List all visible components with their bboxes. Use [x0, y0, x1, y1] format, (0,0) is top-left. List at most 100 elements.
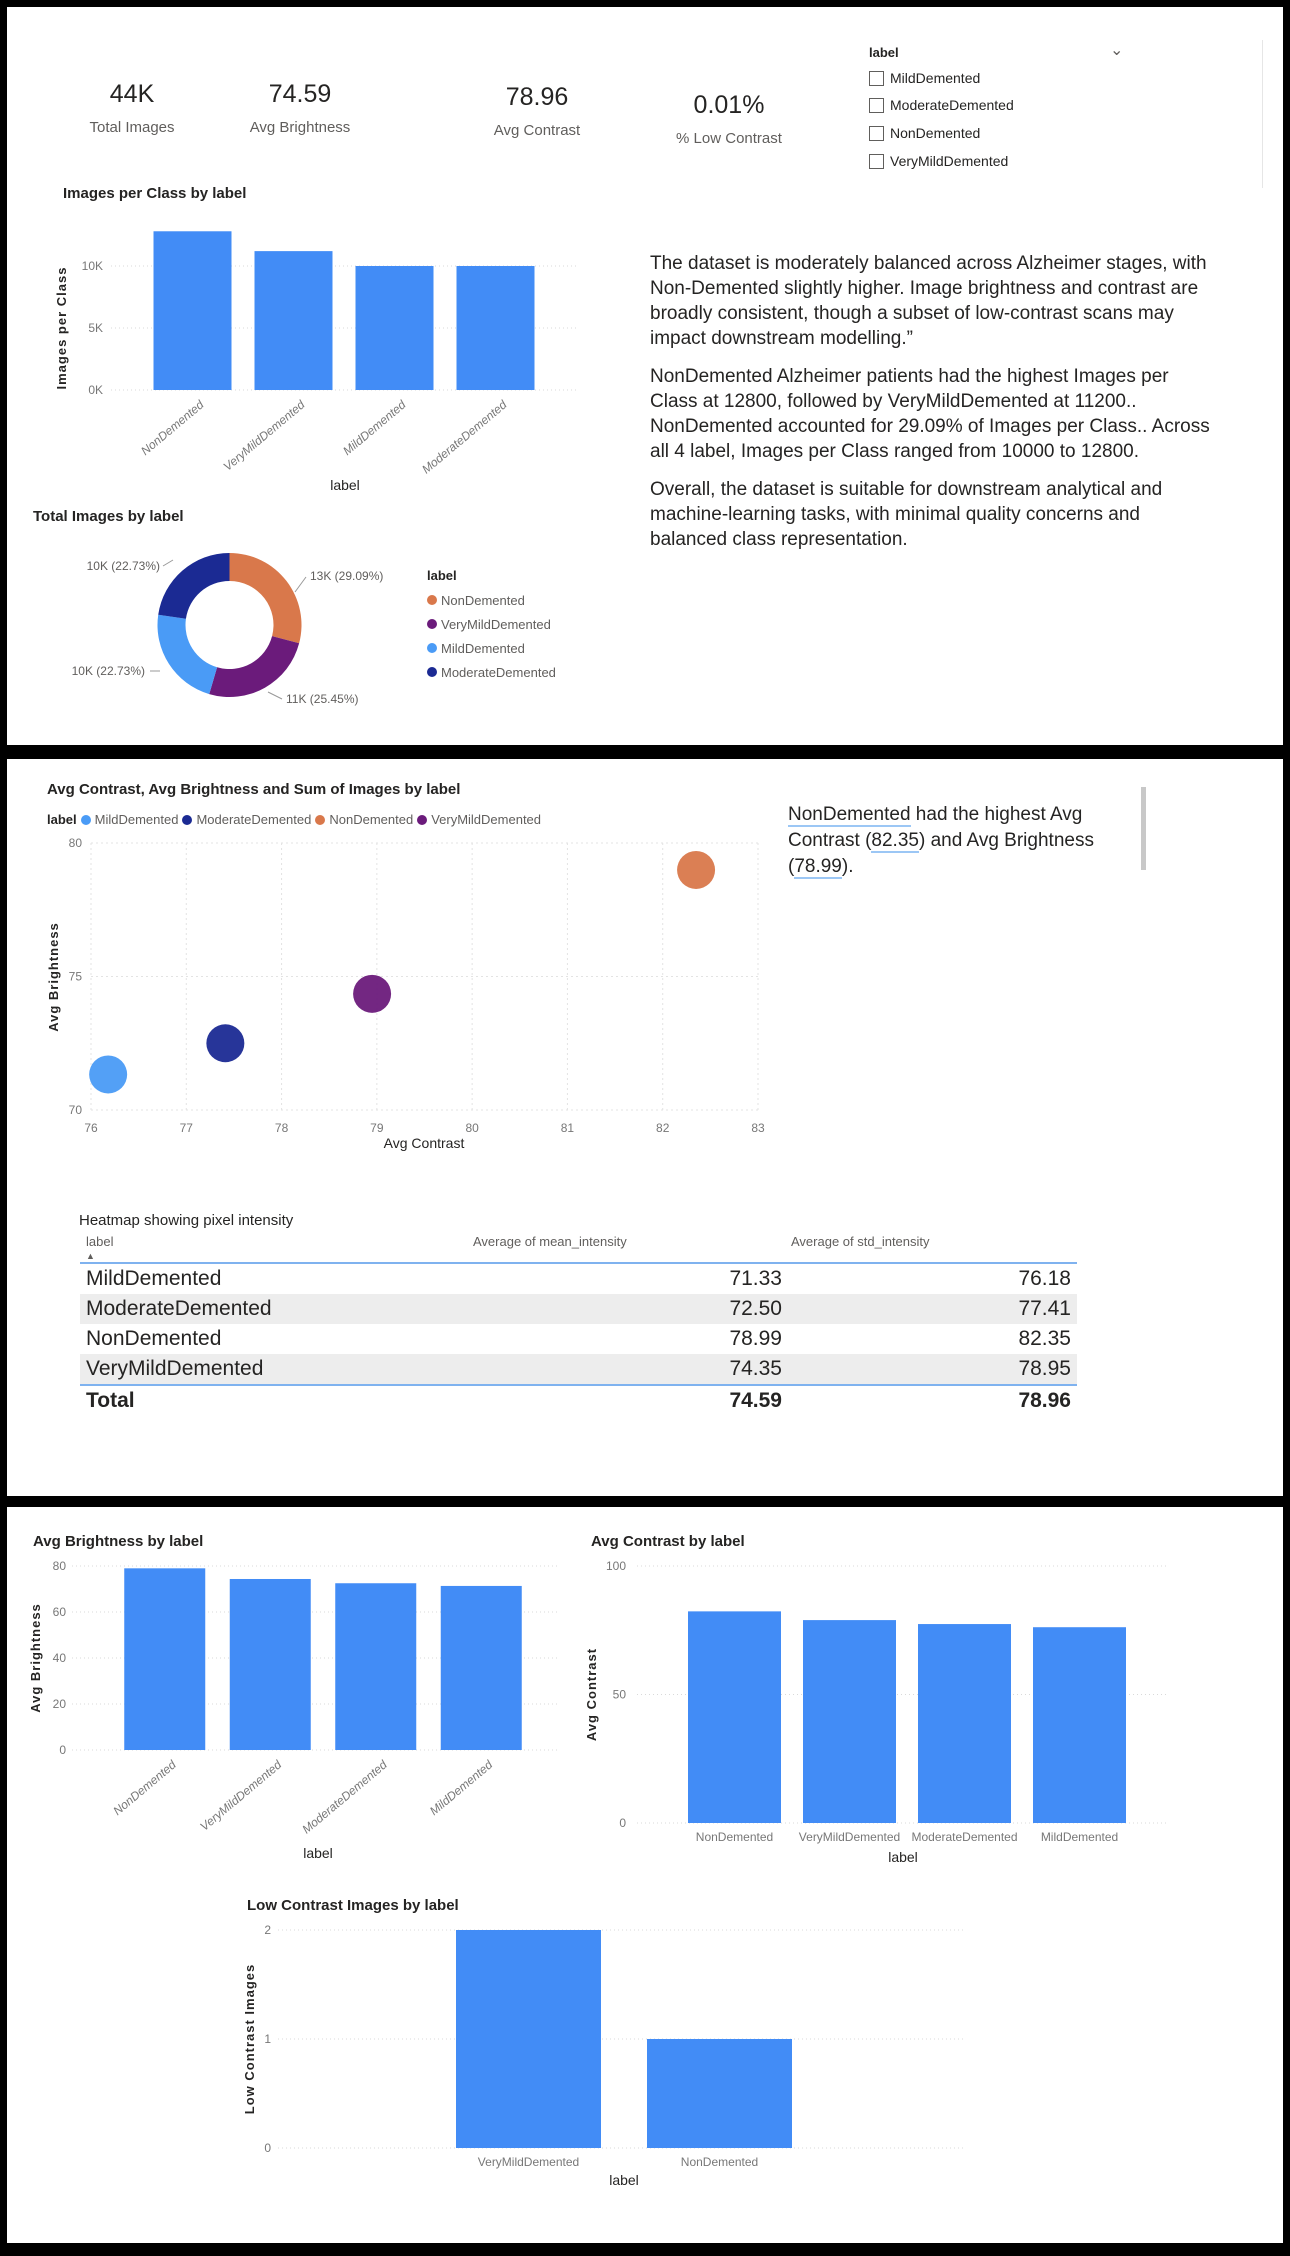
table-total-row: Total 74.59 78.96 — [80, 1384, 1077, 1416]
x-tick-label: MildDemented — [340, 397, 409, 458]
legend-item[interactable]: MildDemented — [427, 636, 556, 660]
legend-label: VeryMildDemented — [441, 616, 551, 632]
column-header-mean[interactable]: Average of mean_intensity — [473, 1234, 627, 1249]
checkbox[interactable] — [869, 97, 884, 113]
legend-dot — [427, 619, 437, 629]
narrative-paragraph: NonDemented Alzheimer patients had the h… — [650, 366, 1210, 462]
narrative-text: had the highest Avg Contrast ( — [788, 804, 1083, 851]
leader-line — [294, 576, 307, 593]
y-tick-label: 40 — [53, 1651, 67, 1665]
legend-item[interactable]: NonDemented — [315, 812, 413, 827]
y-tick-label: 80 — [69, 836, 83, 850]
table-cell: 76.18 — [1018, 1267, 1071, 1290]
legend-dot — [427, 595, 437, 605]
legend-dot — [315, 814, 326, 825]
total-label: Total — [86, 1389, 135, 1412]
table-row: ModerateDemented 72.50 77.41 — [80, 1294, 1077, 1324]
x-tick-label: ModerateDemented — [911, 1830, 1017, 1844]
y-tick-label: 100 — [606, 1559, 626, 1573]
chart-title: Avg Contrast, Avg Brightness and Sum of … — [47, 781, 461, 798]
checkbox[interactable] — [869, 125, 884, 141]
legend-label: NonDemented — [441, 592, 525, 608]
table-cell: 78.95 — [1018, 1357, 1071, 1380]
x-tick-label: ModerateDemented — [299, 1757, 389, 1836]
legend-item[interactable]: MildDemented — [80, 812, 178, 827]
bar-milddemented — [1033, 1627, 1126, 1823]
table-row: VeryMildDemented 74.35 78.95 — [80, 1354, 1077, 1384]
table-row: MildDemented 71.33 76.18 — [80, 1264, 1077, 1294]
legend-dot — [182, 814, 193, 825]
legend-dot — [80, 814, 91, 825]
leader-line — [267, 691, 283, 700]
highlight-term[interactable]: NonDemented — [788, 804, 911, 827]
y-axis-title: Low Contrast Images — [242, 1964, 257, 2114]
table-cell: 74.35 — [729, 1357, 782, 1380]
pixel-intensity-table: label Average of mean_intensity Average … — [80, 1234, 1077, 1416]
checkbox[interactable] — [869, 70, 884, 86]
slicer-item-milddemented[interactable]: MildDemented — [869, 70, 980, 86]
sort-ascending-icon[interactable]: ▲ — [86, 1251, 95, 1261]
checkbox[interactable] — [869, 153, 884, 169]
data-label: 10K (22.73%) — [87, 559, 160, 573]
bar-moderatedemented — [918, 1624, 1011, 1823]
narrative-summary: The dataset is moderately balanced acros… — [650, 251, 1210, 565]
data-label: 10K (22.73%) — [72, 664, 145, 678]
legend-label: MildDemented — [441, 640, 525, 656]
bar-milddemented — [440, 1585, 522, 1750]
chart-title: Low Contrast Images by label — [247, 1897, 459, 1914]
label-slicer: label ⌄ MildDemented ModerateDemented No… — [862, 40, 1263, 188]
bar-moderatedemented — [456, 266, 535, 390]
total-mean: 74.59 — [729, 1389, 782, 1412]
bar-nondemented — [153, 231, 232, 390]
highlight-value[interactable]: 82.35 — [871, 830, 919, 853]
y-tick-label: 70 — [69, 1103, 83, 1117]
slicer-item-label: ModerateDemented — [890, 97, 1014, 113]
slicer-item-moderatedemented[interactable]: ModerateDemented — [869, 97, 1014, 113]
y-tick-label: 80 — [53, 1559, 67, 1573]
chevron-down-icon[interactable]: ⌄ — [1110, 42, 1124, 59]
slicer-item-label: VeryMildDemented — [890, 153, 1009, 169]
bar-moderatedemented — [335, 1583, 417, 1750]
y-tick-label: 50 — [613, 1688, 627, 1702]
table-cell: 77.41 — [1018, 1297, 1071, 1320]
bar-milddemented — [355, 266, 434, 390]
table-cell: 72.50 — [729, 1297, 782, 1320]
x-axis-title: label — [303, 1845, 333, 1861]
x-tick-label: VeryMildDemented — [197, 1757, 284, 1833]
legend-item[interactable]: NonDemented — [427, 588, 556, 612]
legend-item[interactable]: ModerateDemented — [182, 812, 311, 827]
narrative-text: ) and Avg Brightness ( — [788, 830, 1094, 877]
x-axis-title: Avg Contrast — [384, 1135, 465, 1151]
donut-slice-verymilddemented — [209, 636, 300, 697]
x-axis-title: label — [888, 1849, 918, 1865]
kpi-avg-brightness-value: 74.59 — [268, 80, 332, 108]
column-header-std[interactable]: Average of std_intensity — [791, 1234, 930, 1249]
legend-dot — [417, 814, 428, 825]
y-tick-label: 5K — [88, 321, 103, 335]
x-tick-label: 77 — [180, 1121, 194, 1135]
y-axis-title: Images per Class — [54, 267, 69, 390]
donut-slice-nondemented — [229, 553, 302, 644]
x-tick-label: 82 — [656, 1121, 670, 1135]
legend-item[interactable]: ModerateDemented — [427, 660, 556, 684]
highlight-value[interactable]: 78.99 — [794, 856, 842, 879]
slicer-item-verymilddemented[interactable]: VeryMildDemented — [869, 153, 1008, 169]
scrollbar[interactable] — [1141, 787, 1146, 870]
narrative-text: ). — [841, 856, 854, 877]
x-tick-label: 76 — [84, 1121, 98, 1135]
column-header-label[interactable]: label — [86, 1234, 114, 1249]
legend-label: ModerateDemented — [441, 664, 556, 680]
bar-nondemented — [647, 2039, 792, 2148]
y-axis-title: Avg Contrast — [584, 1648, 599, 1741]
x-tick-label: NonDemented — [696, 1830, 773, 1844]
kpi-total-images-value: 44K — [109, 80, 155, 108]
legend-item[interactable]: VeryMildDemented — [427, 612, 556, 636]
y-tick-label: 0 — [619, 1816, 626, 1830]
chart-title: Avg Contrast by label — [591, 1533, 745, 1550]
x-tick-label: 79 — [370, 1121, 384, 1135]
x-tick-label: 83 — [751, 1121, 765, 1135]
chart-title: Avg Brightness by label — [33, 1533, 204, 1550]
table-cell: VeryMildDemented — [86, 1357, 264, 1380]
legend-item[interactable]: VeryMildDemented — [417, 812, 541, 827]
slicer-item-nondemented[interactable]: NonDemented — [869, 125, 980, 141]
